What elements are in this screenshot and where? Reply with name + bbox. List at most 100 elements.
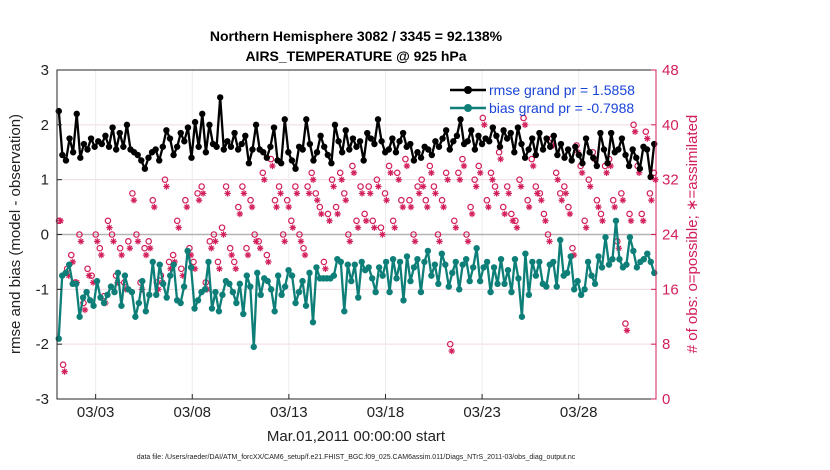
bias-point: [442, 261, 449, 268]
obs-assimilated-point: [623, 327, 631, 334]
rmse-point: [525, 146, 532, 153]
bias-point: [281, 283, 289, 290]
rmse-point: [529, 135, 536, 142]
obs-possible-point: [491, 183, 499, 190]
rmse-point: [389, 135, 396, 142]
obs-possible-point: [332, 203, 340, 211]
rmse-point: [385, 146, 392, 153]
obs-assimilated-point: [212, 238, 219, 245]
obs-assimilated-stroke: [330, 183, 337, 190]
obs-assimilated-point: [513, 224, 521, 231]
obs-assimilated-stroke: [261, 177, 267, 183]
obs-assimilated-stroke: [339, 177, 345, 183]
rmse-point: [277, 160, 285, 167]
obs-assimilated-point: [151, 203, 158, 211]
bias-point: [584, 258, 592, 266]
bias-point: [215, 308, 223, 315]
rmse-point: [245, 160, 253, 167]
bias-point: [543, 283, 550, 290]
bias-point: [288, 272, 296, 279]
rmse-point: [550, 132, 557, 139]
obs-assimilated-point: [493, 190, 500, 197]
bias-point: [431, 261, 439, 268]
obs-assimilated-stroke: [110, 238, 117, 245]
obs-assimilated-point: [595, 203, 602, 211]
rmse-point: [428, 151, 436, 159]
obs-assimilated-point: [220, 231, 227, 238]
bias-point: [435, 280, 442, 288]
obs-assimilated-stroke: [457, 177, 463, 183]
obs-possible-point: [279, 231, 287, 238]
bias-point: [65, 261, 73, 268]
obs-assimilated-stroke: [334, 211, 341, 217]
obs-possible-point: [455, 169, 462, 177]
right-tick-label-2: 16: [662, 281, 679, 298]
rmse-point: [238, 140, 245, 148]
bias-point: [142, 308, 150, 315]
obs-possible-point: [361, 210, 368, 218]
bias-point: [508, 288, 515, 296]
obs-assimilated-point: [448, 347, 455, 355]
rmse-point: [120, 143, 127, 150]
obs-assimilated-stroke: [176, 224, 182, 231]
obs-assimilated-point: [297, 238, 305, 245]
obs-possible-point: [377, 224, 385, 231]
rmse-point: [500, 127, 507, 134]
obs-assimilated-stroke: [322, 266, 329, 272]
obs-assimilated-point: [371, 224, 378, 231]
obs-assimilated-point: [354, 224, 362, 231]
obs-assimilated-stroke: [404, 163, 410, 169]
bias-point: [463, 255, 470, 263]
bias-point: [372, 288, 379, 296]
bias-point: [114, 269, 122, 277]
obs-assimilated-point: [578, 169, 586, 177]
rmse-series: [55, 94, 658, 181]
rmse-point: [475, 132, 482, 139]
obs-assimilated-point: [627, 217, 635, 224]
obs-assimilated-point: [644, 135, 651, 142]
obs-possible-point: [161, 176, 169, 183]
obs-assimilated-stroke: [603, 170, 610, 176]
bias-point: [309, 319, 317, 326]
obs-possible-point: [532, 183, 540, 190]
rmse-point: [572, 143, 579, 150]
obs-assimilated-point: [130, 197, 138, 204]
obs-assimilated-stroke: [383, 197, 390, 203]
obs-assimilated-point: [77, 238, 85, 245]
obs-assimilated-point: [252, 238, 260, 245]
rmse-point: [177, 129, 184, 137]
rmse-point: [80, 140, 88, 148]
x-tick-label-0: 03/03: [77, 404, 115, 421]
obs-possible-point: [524, 196, 531, 204]
bias-point: [111, 288, 118, 296]
obs-possible-point: [569, 244, 576, 252]
rmse-point: [159, 143, 167, 150]
rmse-point: [493, 132, 500, 139]
obs-assimilated-point: [85, 272, 93, 279]
obs-assimilated-point: [505, 190, 512, 197]
bias-point: [536, 258, 543, 266]
obs-assimilated-point: [411, 238, 419, 245]
obs-assimilated-stroke: [648, 197, 655, 203]
obs-assimilated-stroke: [607, 163, 614, 169]
bias-point: [550, 258, 557, 266]
obs-possible-point: [622, 320, 629, 327]
rmse-point: [335, 138, 342, 145]
rmse-point: [364, 129, 371, 137]
obs-assimilated-stroke: [599, 218, 606, 224]
obs-assimilated-stroke: [143, 252, 149, 258]
obs-possible-point: [597, 210, 605, 218]
bias-point: [511, 255, 519, 263]
obs-possible-point: [345, 231, 352, 238]
rmse-point: [62, 157, 70, 164]
obs-possible-point: [340, 190, 348, 197]
rmse-point: [554, 151, 561, 159]
obs-possible-point: [271, 196, 279, 204]
rmse-point: [593, 162, 601, 170]
bias-point: [605, 261, 613, 268]
obs-assimilated-stroke: [224, 190, 231, 197]
obs-assimilated-stroke: [485, 204, 492, 210]
rmse-point: [188, 154, 195, 161]
obs-assimilated-stroke: [220, 231, 227, 238]
obs-possible-point: [218, 224, 226, 231]
